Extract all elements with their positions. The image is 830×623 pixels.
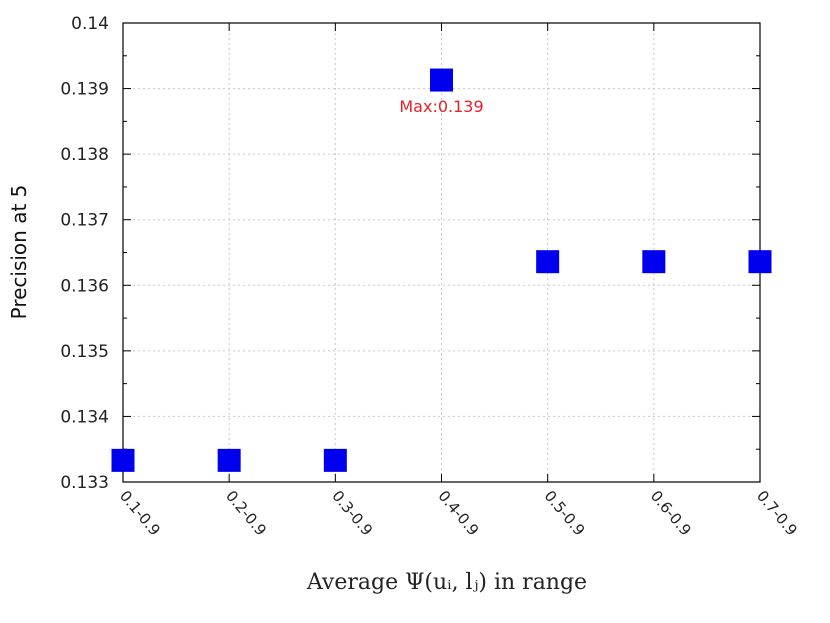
data-point-0.6-0.9 bbox=[642, 250, 666, 274]
data-point-0.2-0.9 bbox=[217, 448, 241, 472]
x-tick-label: 0.4-0.9 bbox=[434, 487, 482, 539]
y-tick-label: 0.133 bbox=[60, 473, 109, 493]
data-point-0.5-0.9 bbox=[536, 250, 560, 274]
y-tick-label: 0.14 bbox=[71, 14, 109, 34]
data-point-0.4-0.9 bbox=[430, 68, 453, 92]
grid-layer bbox=[123, 23, 760, 482]
x-tick-labels: 0.1-0.9 0.2-0.9 0.3-0.9 0.4-0.9 0.5-0.9 0.6-0… bbox=[116, 487, 801, 539]
y-tick-label: 0.137 bbox=[60, 211, 109, 231]
data-points bbox=[111, 68, 772, 472]
y-tick-label: 0.135 bbox=[60, 342, 109, 362]
x-axis-label: Average Ψ(uᵢ, lⱼ) in range bbox=[306, 570, 587, 595]
y-tick-label: 0.139 bbox=[60, 80, 109, 100]
x-tick-label: 0.7-0.9 bbox=[753, 487, 801, 539]
x-tick-label: 0.5-0.9 bbox=[541, 487, 589, 539]
y-axis-label: Precision at 5 bbox=[7, 185, 31, 320]
x-tick-label: 0.2-0.9 bbox=[222, 487, 270, 539]
data-point-0.7-0.9 bbox=[748, 250, 772, 274]
x-tick-label: 0.6-0.9 bbox=[647, 487, 695, 539]
y-tick-labels: 0.133 0.134 0.135 0.136 0.137 0.138 0.139 0.14 bbox=[60, 14, 109, 493]
y-tick-label: 0.136 bbox=[60, 276, 109, 296]
data-point-0.1-0.9 bbox=[111, 448, 135, 472]
y-tick-label: 0.134 bbox=[60, 407, 109, 427]
data-point-0.3-0.9 bbox=[323, 448, 347, 472]
max-annotation: Max:0.139 bbox=[399, 97, 483, 116]
y-tick-label: 0.138 bbox=[60, 145, 109, 165]
x-tick-label: 0.1-0.9 bbox=[116, 487, 164, 539]
x-tick-label: 0.3-0.9 bbox=[328, 487, 376, 539]
